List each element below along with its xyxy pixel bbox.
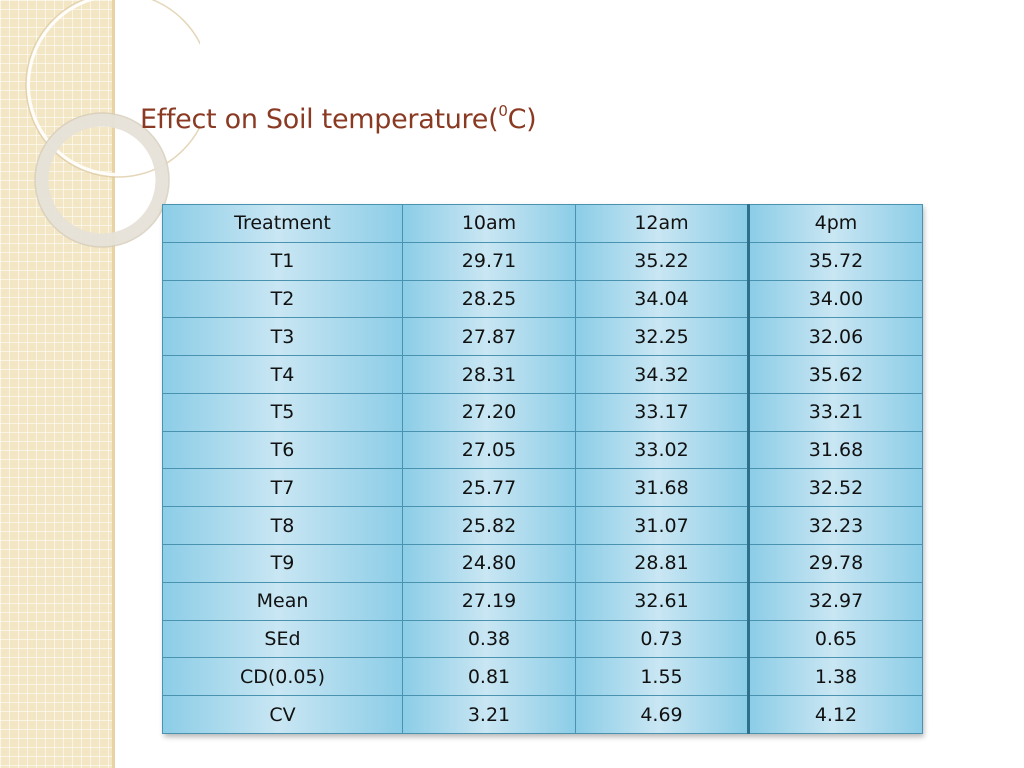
value-cell: 27.19 xyxy=(402,581,576,621)
value-cell: 25.82 xyxy=(402,506,576,546)
table-row: T7 25.77 31.68 32.52 xyxy=(162,468,923,508)
value-cell: 0.73 xyxy=(575,619,749,659)
header-cell: 12am xyxy=(575,204,749,243)
row-label-cell: T5 xyxy=(162,392,403,432)
value-cell: 31.68 xyxy=(575,468,749,508)
value-cell: 33.17 xyxy=(575,392,749,432)
value-cell: 32.06 xyxy=(747,317,923,357)
header-cell: 10am xyxy=(402,204,576,243)
value-cell: 4.12 xyxy=(747,695,923,734)
slide-title: Effect on Soil temperature(0C) xyxy=(140,102,537,135)
row-label-cell: T3 xyxy=(162,317,403,357)
value-cell: 1.55 xyxy=(575,657,749,697)
value-cell: 34.04 xyxy=(575,279,749,319)
title-end: C) xyxy=(507,104,537,135)
value-cell: 32.23 xyxy=(747,506,923,546)
value-cell: 27.87 xyxy=(402,317,576,357)
value-cell: 32.52 xyxy=(747,468,923,508)
value-cell: 32.97 xyxy=(747,581,923,621)
value-cell: 0.38 xyxy=(402,619,576,659)
table-row: T2 28.25 34.04 34.00 xyxy=(162,279,923,319)
row-label-cell: T9 xyxy=(162,544,403,583)
value-cell: 1.38 xyxy=(747,657,923,697)
table-header-row: Treatment 10am 12am 4pm xyxy=(162,204,923,243)
row-label-cell: T1 xyxy=(162,241,403,281)
value-cell: 25.77 xyxy=(402,468,576,508)
value-cell: 33.21 xyxy=(747,392,923,432)
row-label-cell: CV xyxy=(162,695,403,734)
row-label-cell: SEd xyxy=(162,619,403,659)
value-cell: 27.05 xyxy=(402,430,576,470)
value-cell: 28.31 xyxy=(402,355,576,394)
value-cell: 0.81 xyxy=(402,657,576,697)
value-cell: 29.78 xyxy=(747,544,923,583)
value-cell: 32.61 xyxy=(575,581,749,621)
table-row: T1 29.71 35.22 35.72 xyxy=(162,241,923,281)
value-cell: 24.80 xyxy=(402,544,576,583)
value-cell: 35.72 xyxy=(747,241,923,281)
value-cell: 28.25 xyxy=(402,279,576,319)
soil-temperature-table: Treatment 10am 12am 4pm T1 29.71 35.22 35.72 T2 2… xyxy=(162,204,923,734)
table-row: CV 3.21 4.69 4.12 xyxy=(162,695,923,734)
value-cell: 34.00 xyxy=(747,279,923,319)
row-label-cell: Mean xyxy=(162,581,403,621)
row-label-cell: T8 xyxy=(162,506,403,546)
title-superscript: 0 xyxy=(498,102,508,120)
value-cell: 35.22 xyxy=(575,241,749,281)
data-table-container: Treatment 10am 12am 4pm T1 29.71 35.22 35.72 T2 2… xyxy=(162,204,923,734)
header-cell: 4pm xyxy=(747,204,923,243)
value-cell: 4.69 xyxy=(575,695,749,734)
table-row: SEd 0.38 0.73 0.65 xyxy=(162,619,923,659)
table-row: T8 25.82 31.07 32.23 xyxy=(162,506,923,546)
value-cell: 33.02 xyxy=(575,430,749,470)
row-label-cell: T6 xyxy=(162,430,403,470)
decorative-rings xyxy=(25,0,200,248)
value-cell: 35.62 xyxy=(747,355,923,394)
table-row: T3 27.87 32.25 32.06 xyxy=(162,317,923,357)
title-main: Effect on Soil temperature( xyxy=(140,104,499,135)
value-cell: 3.21 xyxy=(402,695,576,734)
side-panel-edge xyxy=(112,0,115,768)
value-cell: 32.25 xyxy=(575,317,749,357)
row-label-cell: T4 xyxy=(162,355,403,394)
row-label-cell: CD(0.05) xyxy=(162,657,403,697)
header-cell: Treatment xyxy=(162,204,403,243)
value-cell: 34.32 xyxy=(575,355,749,394)
value-cell: 0.65 xyxy=(747,619,923,659)
value-cell: 28.81 xyxy=(575,544,749,583)
table-row: T5 27.20 33.17 33.21 xyxy=(162,392,923,432)
value-cell: 31.07 xyxy=(575,506,749,546)
value-cell: 27.20 xyxy=(402,392,576,432)
table-row: T6 27.05 33.02 31.68 xyxy=(162,430,923,470)
value-cell: 31.68 xyxy=(747,430,923,470)
row-label-cell: T7 xyxy=(162,468,403,508)
value-cell: 29.71 xyxy=(402,241,576,281)
table-row: CD(0.05) 0.81 1.55 1.38 xyxy=(162,657,923,697)
decorative-side-panel xyxy=(0,0,112,768)
row-label-cell: T2 xyxy=(162,279,403,319)
table-row: Mean 27.19 32.61 32.97 xyxy=(162,581,923,621)
table-row: T4 28.31 34.32 35.62 xyxy=(162,355,923,394)
table-row: T9 24.80 28.81 29.78 xyxy=(162,544,923,583)
